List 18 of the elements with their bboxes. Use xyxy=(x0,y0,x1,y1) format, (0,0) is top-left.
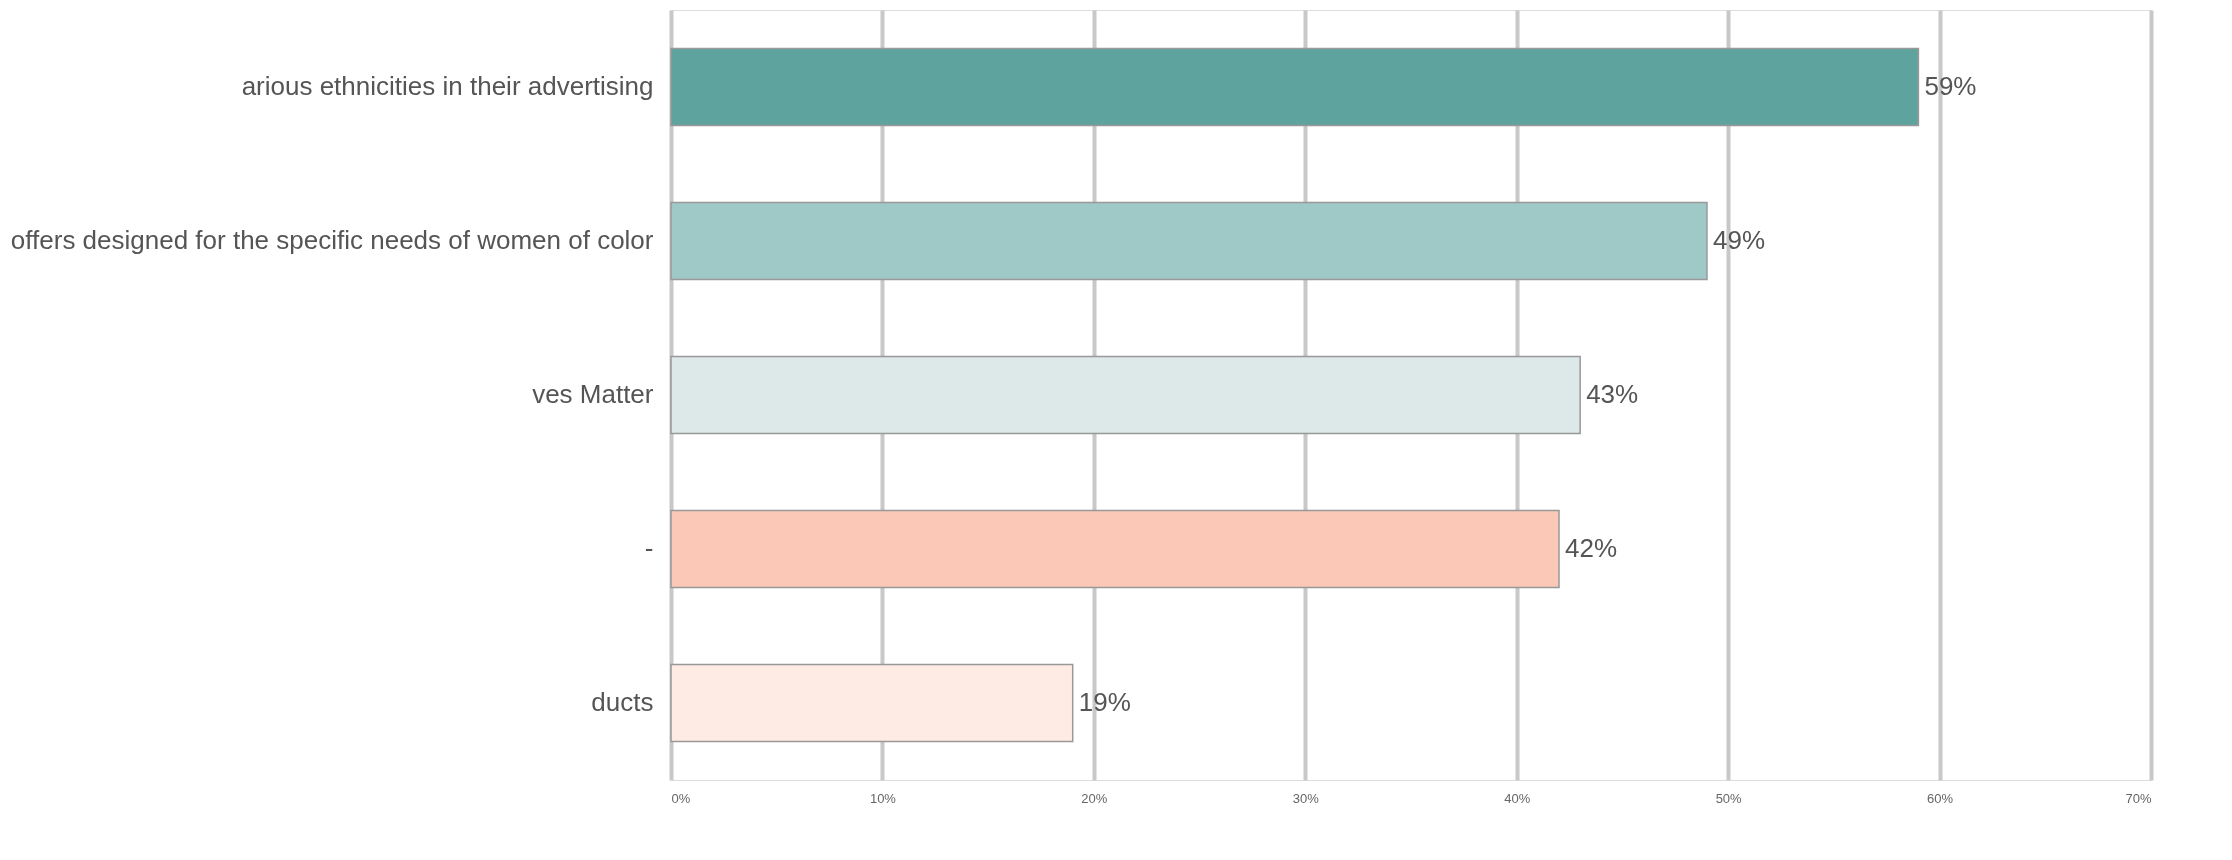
data-label: 49% xyxy=(1713,225,1766,255)
y-tick-label: - xyxy=(644,533,654,563)
y-tick-label: ves Matter xyxy=(532,379,654,409)
x-tick-label: 20% xyxy=(1081,790,1108,806)
x-tick-label: 0% xyxy=(671,790,691,806)
x-tick-label: 50% xyxy=(1715,790,1743,806)
data-label: 59% xyxy=(1924,71,1977,101)
y-tick-label: arious ethnicities in their advertising xyxy=(241,71,654,101)
x-tick-label: 30% xyxy=(1292,790,1320,806)
x-tick-label: 70% xyxy=(2125,790,2152,806)
data-label: 43% xyxy=(1586,379,1639,409)
y-tick-label: offers designed for the specific needs of women of color xyxy=(10,225,654,255)
x-tick-label: 40% xyxy=(1504,790,1531,806)
x-tick-label: 10% xyxy=(869,790,897,806)
data-label: 19% xyxy=(1078,687,1131,717)
data-label: 42% xyxy=(1565,533,1618,563)
y-tick-label: ducts xyxy=(591,687,654,717)
x-tick-label: 60% xyxy=(1927,790,1954,806)
